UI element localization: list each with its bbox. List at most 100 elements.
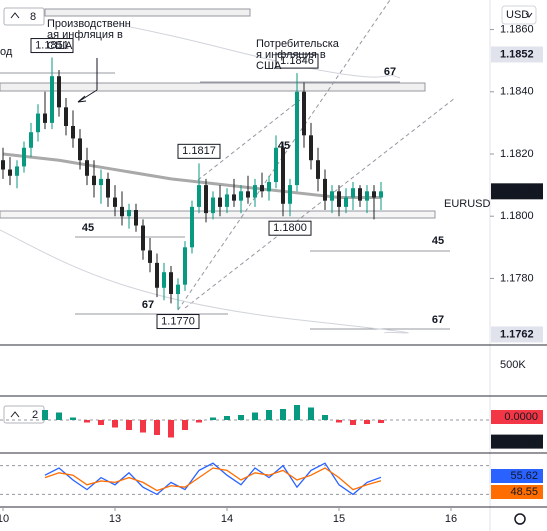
level-label: 67 xyxy=(384,66,396,78)
candle-body xyxy=(211,197,215,214)
candle-body xyxy=(106,178,110,198)
candle-body xyxy=(309,135,313,161)
histogram-bar xyxy=(294,405,300,420)
indicator-badge xyxy=(491,485,543,499)
candle-body xyxy=(372,191,376,198)
candle-body xyxy=(148,250,152,263)
candle-body xyxy=(141,225,145,251)
candle-body xyxy=(232,194,236,201)
candle-body xyxy=(302,91,306,136)
candle-body xyxy=(78,138,82,161)
annotation: США xyxy=(47,40,73,52)
candle-body xyxy=(36,113,40,133)
candle-body xyxy=(155,262,159,288)
legend-toggle[interactable] xyxy=(3,7,45,26)
histogram-bar xyxy=(112,420,118,428)
level-zone xyxy=(0,82,426,92)
candle-body xyxy=(162,272,166,288)
histogram-bar xyxy=(182,420,188,430)
level-label: 67 xyxy=(432,314,444,326)
annotation: США xyxy=(256,60,282,72)
annotation: я инфляция в xyxy=(256,49,326,61)
price-badge xyxy=(491,183,543,200)
callout-box xyxy=(268,220,312,236)
currency[interactable]: USD xyxy=(506,9,529,21)
level-label: 45 xyxy=(432,235,444,247)
histogram-bar xyxy=(126,420,132,430)
candle-body xyxy=(1,160,5,170)
histogram-bar xyxy=(84,420,90,423)
candle-body xyxy=(239,191,243,201)
level-label: 67 xyxy=(142,299,154,311)
candle-body xyxy=(50,76,54,123)
candle-body xyxy=(113,197,117,207)
annotation: од xyxy=(0,46,13,58)
legend-bar xyxy=(44,8,251,17)
histogram-bar xyxy=(308,407,314,420)
histogram-bar xyxy=(280,409,286,420)
callout-box xyxy=(156,314,200,330)
x-tick-label: 14 xyxy=(221,513,233,525)
histogram-bar xyxy=(168,420,174,438)
price-badge-label: 1.1762 xyxy=(500,328,534,340)
histogram-bar xyxy=(56,412,62,420)
histogram-bar xyxy=(154,420,160,435)
indicator-badge-label: 0.0000 xyxy=(504,411,538,423)
histogram-bar xyxy=(210,417,216,420)
candle-body xyxy=(43,113,47,123)
dropdown-icon[interactable] xyxy=(525,12,533,18)
indicator-badge-label: 48.55 xyxy=(510,486,538,498)
level-label: 45 xyxy=(82,222,94,234)
y-tick-label: 1.1820 xyxy=(500,148,534,160)
price-badge-label: 1.1808 xyxy=(500,185,534,197)
candle-body xyxy=(8,169,12,176)
candle-body xyxy=(15,166,19,176)
x-tick-label: 16 xyxy=(445,513,457,525)
x-tick-label: 15 xyxy=(333,513,345,525)
histogram-bar xyxy=(140,420,146,433)
candle-body xyxy=(183,247,187,285)
candle-body xyxy=(358,188,362,201)
background-line xyxy=(119,24,401,79)
annotation: Производственн xyxy=(47,18,131,30)
callout-box xyxy=(177,143,221,159)
histogram-bar xyxy=(266,410,272,420)
candle-body xyxy=(316,160,320,179)
callout-label: 1.1851 xyxy=(35,39,69,51)
symbol-label: EURUSD xyxy=(444,198,491,210)
callout-box xyxy=(30,38,74,54)
candle-body xyxy=(246,191,250,198)
x-tick-label: 13 xyxy=(109,513,121,525)
histogram-bar xyxy=(350,420,356,425)
volume-label: 500K xyxy=(500,359,526,371)
collapse-icon[interactable] xyxy=(10,411,20,418)
x-tick-label: 10 xyxy=(0,513,9,525)
indicator-badge-label: -31.21 xyxy=(507,436,538,448)
currency-button[interactable] xyxy=(501,5,537,25)
candle-body xyxy=(57,76,61,108)
candle-body xyxy=(169,272,173,294)
background-line xyxy=(0,229,409,334)
annotation: ая инфляция в xyxy=(47,29,123,41)
indicator-badge-label: 55.62 xyxy=(510,470,538,482)
histogram-bar xyxy=(238,415,244,420)
settings-icon[interactable] xyxy=(514,513,526,525)
candle-body xyxy=(134,209,138,226)
price-badge xyxy=(491,46,543,63)
collapse-icon[interactable] xyxy=(10,12,20,19)
callout-label: 1.1800 xyxy=(273,222,307,234)
candle-body xyxy=(176,284,180,294)
candle-body xyxy=(22,147,26,167)
price-badge-label: 1.1852 xyxy=(500,48,534,60)
candle-body xyxy=(288,185,292,204)
candle-body xyxy=(218,197,222,207)
histogram-bar xyxy=(70,417,76,420)
histogram-bar xyxy=(196,420,202,423)
callout-label: 1.1846 xyxy=(280,55,314,67)
histogram-bar xyxy=(224,416,230,420)
candle-body xyxy=(323,178,327,201)
callout-box xyxy=(275,53,319,69)
candle-body xyxy=(337,191,341,207)
